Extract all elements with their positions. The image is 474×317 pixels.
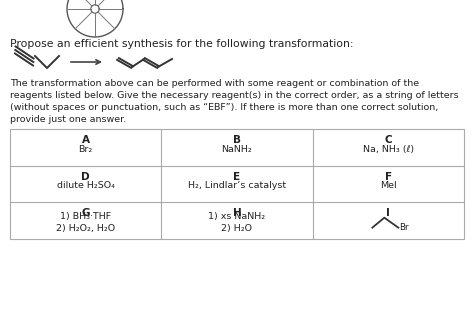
Text: Propose an efficient synthesis for the following transformation:: Propose an efficient synthesis for the f…	[10, 39, 354, 49]
Text: 1) xs NaNH₂
2) H₂O: 1) xs NaNH₂ 2) H₂O	[209, 212, 265, 233]
Text: Br: Br	[399, 223, 409, 232]
Text: I: I	[386, 208, 390, 218]
Text: Mel: Mel	[380, 182, 397, 191]
Text: G: G	[82, 208, 90, 218]
Text: 1) BH₃·THF
2) H₂O₂, H₂O: 1) BH₃·THF 2) H₂O₂, H₂O	[56, 212, 115, 233]
Text: B: B	[233, 135, 241, 145]
Text: E: E	[233, 172, 241, 182]
Text: F: F	[385, 172, 392, 182]
Text: D: D	[82, 172, 90, 182]
Text: Br₂: Br₂	[79, 145, 93, 154]
Text: dilute H₂SO₄: dilute H₂SO₄	[57, 182, 115, 191]
Text: H₂, Lindlar’s catalyst: H₂, Lindlar’s catalyst	[188, 182, 286, 191]
Text: A: A	[82, 135, 90, 145]
Text: H: H	[233, 208, 241, 218]
Text: NaNH₂: NaNH₂	[222, 145, 252, 154]
Text: Na, NH₃ (ℓ): Na, NH₃ (ℓ)	[363, 145, 414, 154]
Text: C: C	[384, 135, 392, 145]
Text: The transformation above can be performed with some reagent or combination of th: The transformation above can be performe…	[10, 79, 459, 125]
